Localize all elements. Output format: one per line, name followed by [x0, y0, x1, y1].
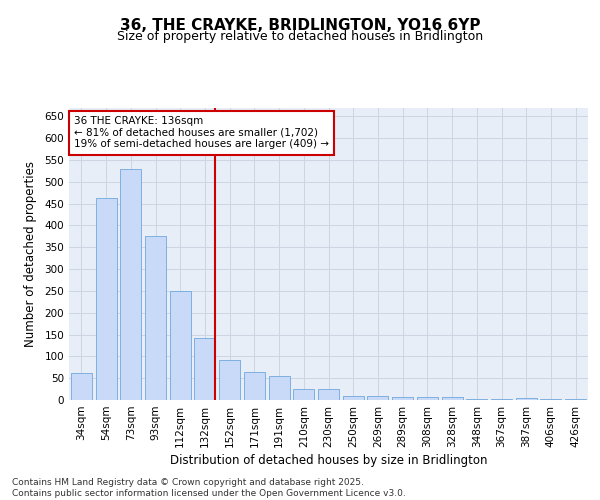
Bar [219, 360, 240, 400]
Bar [95, 198, 116, 400]
Bar [466, 398, 487, 400]
Bar [120, 168, 141, 400]
Text: 36, THE CRAYKE, BRIDLINGTON, YO16 6YP: 36, THE CRAYKE, BRIDLINGTON, YO16 6YP [120, 18, 480, 32]
Bar [417, 398, 438, 400]
X-axis label: Distribution of detached houses by size in Bridlington: Distribution of detached houses by size … [170, 454, 487, 467]
Text: Contains HM Land Registry data © Crown copyright and database right 2025.
Contai: Contains HM Land Registry data © Crown c… [12, 478, 406, 498]
Bar [516, 398, 537, 400]
Bar [170, 291, 191, 400]
Bar [392, 398, 413, 400]
Bar [541, 399, 562, 400]
Bar [491, 398, 512, 400]
Text: Size of property relative to detached houses in Bridlington: Size of property relative to detached ho… [117, 30, 483, 43]
Y-axis label: Number of detached properties: Number of detached properties [25, 161, 37, 347]
Text: 36 THE CRAYKE: 136sqm
← 81% of detached houses are smaller (1,702)
19% of semi-d: 36 THE CRAYKE: 136sqm ← 81% of detached … [74, 116, 329, 150]
Bar [318, 389, 339, 400]
Bar [194, 338, 215, 400]
Bar [269, 376, 290, 400]
Bar [145, 236, 166, 400]
Bar [442, 396, 463, 400]
Bar [343, 396, 364, 400]
Bar [293, 389, 314, 400]
Bar [71, 373, 92, 400]
Bar [244, 372, 265, 400]
Bar [367, 396, 388, 400]
Bar [565, 398, 586, 400]
